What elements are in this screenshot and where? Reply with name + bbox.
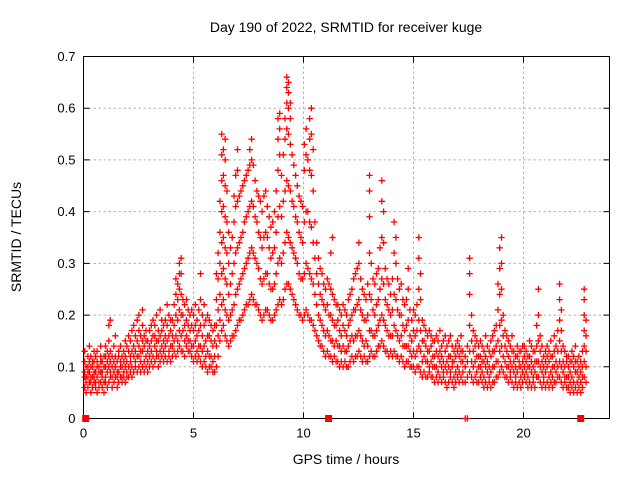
y-tick-label: 0.3 xyxy=(57,256,75,271)
y-tick-label: 0.6 xyxy=(57,101,75,116)
y-tick-label: 0.2 xyxy=(57,308,75,323)
x-tick-label: 0 xyxy=(80,426,87,441)
event-marker-square xyxy=(82,415,90,422)
event-marker-square xyxy=(577,415,585,422)
x-axis-label: GPS time / hours xyxy=(292,451,400,467)
x-tick-label: 20 xyxy=(516,426,530,441)
y-tick-label: 0.7 xyxy=(57,49,75,64)
y-tick-label: 0.1 xyxy=(57,359,75,374)
plot-border xyxy=(83,56,610,419)
event-marker-square xyxy=(325,415,333,422)
chart-title: Day 190 of 2022, SRMTID for receiver kug… xyxy=(209,19,483,35)
y-tick-label: 0 xyxy=(68,411,75,426)
scatter-points xyxy=(81,74,590,422)
x-tick-label: 5 xyxy=(190,426,197,441)
x-tick-label: 10 xyxy=(296,426,310,441)
x-tick-label: 15 xyxy=(406,426,420,441)
y-tick-label: 0.5 xyxy=(57,152,75,167)
y-tick-label: 0.4 xyxy=(57,204,75,219)
